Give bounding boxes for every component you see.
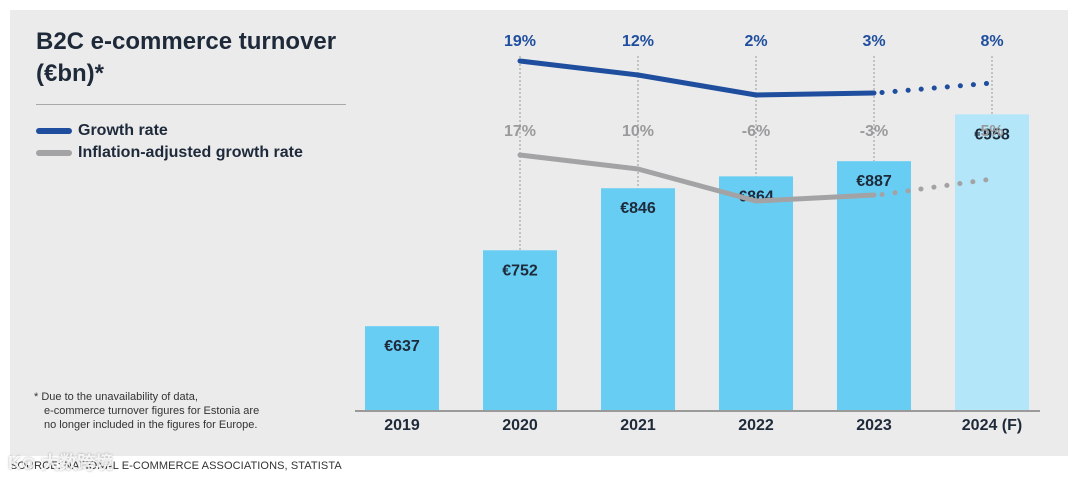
series-point-label-inflation-adjusted-growth-rate-2024-f: 5% xyxy=(980,123,1003,140)
bar-value-label-2020: €752 xyxy=(502,262,538,279)
series-point-label-growth-rate-2023: 3% xyxy=(862,33,885,50)
legend-item-inflation-adjusted: Inflation-adjusted growth rate xyxy=(36,142,303,164)
series-point-label-inflation-adjusted-growth-rate-2020: 17% xyxy=(504,123,536,140)
series-point-label-growth-rate-2022: 2% xyxy=(744,33,767,50)
legend-swatch-inflation-adjusted xyxy=(36,150,72,156)
series-point-label-inflation-adjusted-growth-rate-2021: 10% xyxy=(622,123,654,140)
bar-2023 xyxy=(837,161,911,410)
legend-label-growth-rate: Growth rate xyxy=(78,122,168,139)
x-tick-label-2019: 2019 xyxy=(384,417,420,434)
bar-value-label-2019: €637 xyxy=(384,338,420,355)
series-point-label-inflation-adjusted-growth-rate-2023: -3% xyxy=(860,123,888,140)
bar-2019 xyxy=(365,326,439,410)
footnote-line: e-commerce turnover figures for Estonia … xyxy=(44,405,260,417)
bar-2021 xyxy=(601,188,675,410)
bar-2022 xyxy=(719,176,793,410)
x-tick-label-2022: 2022 xyxy=(738,417,774,434)
x-tick-label-2021: 2021 xyxy=(620,417,656,434)
source-note: SOURCE: NATIONAL E-COMMERCE ASSOCIATIONS… xyxy=(10,460,342,472)
footnote-line: * Due to the unavailability of data, xyxy=(34,391,198,403)
legend: Growth rate Inflation-adjusted growth ra… xyxy=(36,120,303,164)
x-tick-label-2020: 2020 xyxy=(502,417,538,434)
series-point-label-growth-rate-2020: 19% xyxy=(504,33,536,50)
bar-value-label-2021: €846 xyxy=(620,200,656,217)
footnote-line: no longer included in the figures for Eu… xyxy=(44,419,258,431)
series-forecast-line-growth-rate xyxy=(879,80,995,95)
watermark: K⊙ 大数跨境 xyxy=(8,453,114,473)
bar-value-label-2023: €887 xyxy=(856,173,892,190)
title-divider xyxy=(36,104,346,105)
series-point-label-growth-rate-2021: 12% xyxy=(622,33,654,50)
series-point-label-inflation-adjusted-growth-rate-2022: -6% xyxy=(742,123,770,140)
series-line-inflation-adjusted-growth-rate xyxy=(517,152,877,204)
bar-2020 xyxy=(483,250,557,410)
x-tick-label-2024-f: 2024 (F) xyxy=(962,417,1022,434)
legend-swatch-growth-rate xyxy=(36,128,72,134)
series-point-label-growth-rate-2024-f: 8% xyxy=(980,33,1003,50)
chart-title: B2C e-commerce turnover (€bn)* xyxy=(36,28,337,87)
footnote: * Due to the unavailability of data, e-c… xyxy=(34,390,324,432)
x-tick-label-2023: 2023 xyxy=(856,417,892,434)
series-line-growth-rate xyxy=(517,58,877,98)
series-forecast-line-inflation-adjusted-growth-rate xyxy=(879,176,995,197)
bar-2024-f xyxy=(955,114,1029,410)
bar-value-label-2024-f: €958 xyxy=(974,126,1010,143)
legend-label-inflation-adjusted: Inflation-adjusted growth rate xyxy=(78,144,303,161)
legend-item-growth-rate: Growth rate xyxy=(36,120,303,142)
